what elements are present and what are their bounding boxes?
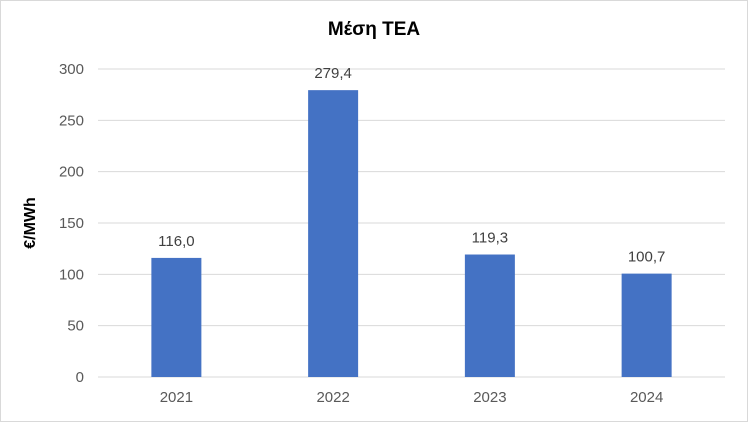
x-tick-label: 2024 bbox=[630, 389, 663, 406]
bar-2022 bbox=[308, 90, 359, 378]
y-tick-label: 150 bbox=[59, 215, 84, 232]
data-label: 116,0 bbox=[158, 233, 194, 250]
y-tick-label: 100 bbox=[59, 266, 84, 283]
chart-title: Μέση ΤΕΑ bbox=[327, 19, 421, 40]
y-tick-label: 0 bbox=[76, 369, 84, 386]
data-label: 100,7 bbox=[628, 249, 666, 266]
x-tick-label: 2021 bbox=[160, 389, 193, 406]
bar-2024 bbox=[621, 273, 672, 377]
y-tick-label: 250 bbox=[59, 112, 84, 129]
x-tick-label: 2023 bbox=[473, 389, 506, 406]
y-tick-label: 50 bbox=[67, 318, 84, 335]
bar-2021 bbox=[151, 257, 202, 377]
y-tick-label: 300 bbox=[59, 61, 84, 78]
bar-2023 bbox=[464, 254, 515, 377]
y-tick-label: 200 bbox=[59, 164, 84, 181]
x-tick-label: 2022 bbox=[316, 389, 349, 406]
data-label: 279,4 bbox=[314, 65, 352, 82]
data-label: 119,3 bbox=[472, 230, 508, 247]
